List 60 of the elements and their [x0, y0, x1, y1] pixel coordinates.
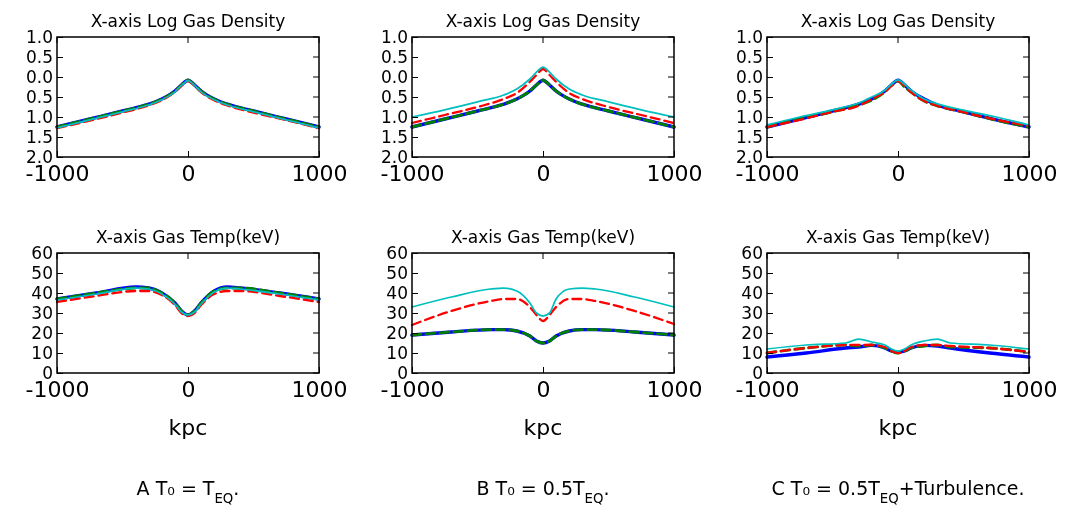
text: A T₀ = T$_{EQ}$. — [136, 477, 240, 506]
x-tick-label: 1000 — [291, 160, 348, 186]
y-tick-label: 50 — [741, 262, 763, 283]
y-tick-label: 0.5 — [380, 86, 408, 107]
chart-title: X-axis Gas Temp(keV) — [95, 227, 281, 247]
x-tick-label: 1000 — [646, 376, 703, 402]
y-tick-label: 1.0 — [25, 26, 53, 47]
x-tick-label: 0 — [536, 160, 551, 186]
chart-title: X-axis Log Gas Density — [445, 11, 641, 31]
x-tick-label: 1000 — [1001, 376, 1058, 402]
y-tick-label: 50 — [386, 262, 408, 283]
y-tick-label: 30 — [741, 302, 763, 323]
chart-title: X-axis Gas Temp(keV) — [450, 227, 636, 247]
y-tick-label: 0.5 — [735, 86, 763, 107]
y-tick-label: 1.0 — [380, 26, 408, 47]
x-tick-label: 0 — [891, 160, 906, 186]
x-tick-label: 0 — [181, 376, 196, 402]
y-tick-label: 0.5 — [25, 46, 53, 67]
y-tick-label: 30 — [386, 302, 408, 323]
y-tick-label: 0.5 — [380, 46, 408, 67]
y-tick-label: 10 — [741, 342, 763, 363]
y-tick-label: 0.0 — [380, 66, 408, 87]
y-tick-label: 1.0 — [25, 106, 53, 127]
y-tick-label: 10 — [31, 342, 53, 363]
x-axis-title: kpc — [523, 415, 563, 440]
y-tick-label: 0.5 — [25, 86, 53, 107]
chart-title: X-axis Gas Temp(keV) — [805, 227, 991, 247]
y-tick-label: 1.5 — [735, 126, 763, 147]
x-axis-title: kpc — [878, 415, 918, 440]
y-tick-label: 40 — [386, 282, 408, 303]
chart-title: X-axis Log Gas Density — [90, 11, 286, 31]
chart-title: X-axis Log Gas Density — [800, 11, 996, 31]
y-tick-label: 10 — [386, 342, 408, 363]
x-tick-label: 0 — [181, 160, 196, 186]
x-tick-label: 0 — [536, 376, 551, 402]
y-tick-label: 20 — [386, 322, 408, 343]
x-tick-label: 1000 — [1001, 160, 1058, 186]
x-tick-label: 1000 — [646, 160, 703, 186]
y-tick-label: 60 — [386, 242, 408, 263]
y-tick-label: 1.0 — [380, 106, 408, 127]
y-tick-label: 60 — [741, 242, 763, 263]
text: C T₀ = 0.5T$_{EQ}$+Turbulence. — [771, 477, 1025, 506]
y-tick-label: 1.0 — [735, 26, 763, 47]
text: B T₀ = 0.5T$_{EQ}$. — [476, 477, 610, 506]
x-tick-label: 0 — [891, 376, 906, 402]
y-tick-label: 0.5 — [735, 46, 763, 67]
y-tick-label: 40 — [741, 282, 763, 303]
y-tick-label: 60 — [31, 242, 53, 263]
y-tick-label: 0.0 — [25, 66, 53, 87]
y-tick-label: 1.5 — [380, 126, 408, 147]
x-axis-title: kpc — [168, 415, 208, 440]
y-tick-label: 30 — [31, 302, 53, 323]
y-tick-label: 1.5 — [25, 126, 53, 147]
y-tick-label: 0.0 — [735, 66, 763, 87]
y-tick-label: 1.0 — [735, 106, 763, 127]
y-tick-label: 20 — [741, 322, 763, 343]
y-tick-label: 50 — [31, 262, 53, 283]
y-tick-label: 20 — [31, 322, 53, 343]
y-tick-label: 40 — [31, 282, 53, 303]
x-tick-label: 1000 — [291, 376, 348, 402]
